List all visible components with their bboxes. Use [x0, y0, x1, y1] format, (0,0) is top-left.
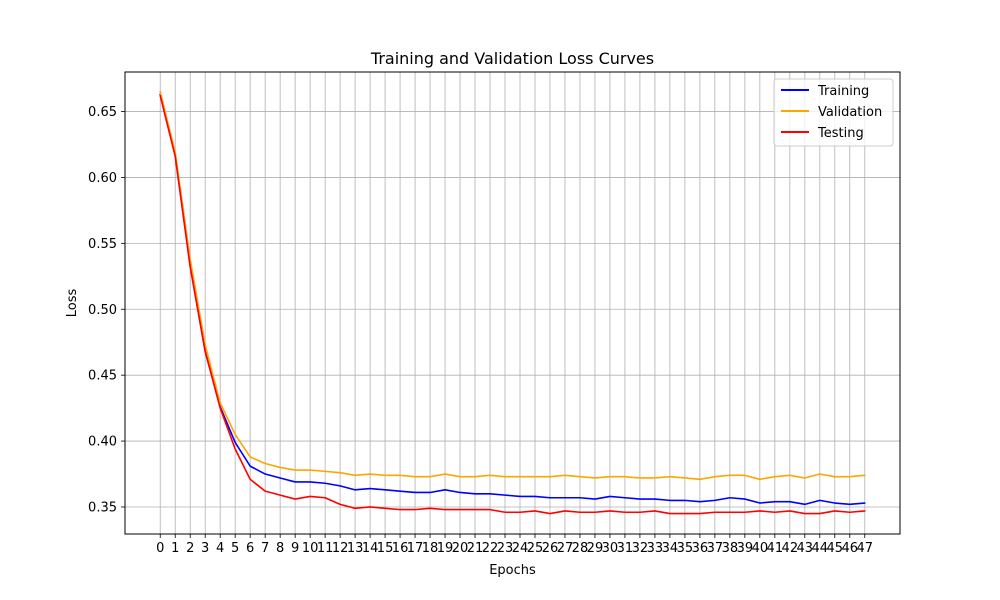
x-tick-label: 5	[231, 541, 239, 556]
x-tick-label: 23	[497, 541, 514, 556]
series-line-testing	[159, 94, 866, 515]
legend-label-validation: Validation	[818, 105, 882, 120]
x-tick-label: 0	[156, 541, 164, 556]
x-tick-label: 1	[171, 541, 179, 556]
x-tick-label: 9	[291, 541, 299, 556]
x-tick-label: 47	[856, 541, 873, 556]
y-tick-label: 0.40	[88, 435, 117, 450]
x-tick-label: 13	[347, 541, 364, 556]
x-tick-label: 30	[602, 541, 619, 556]
x-tick-label: 28	[572, 541, 589, 556]
x-tick-label: 16	[392, 541, 409, 556]
grid	[125, 72, 900, 534]
legend-label-training: Training	[817, 84, 869, 99]
x-tick-label: 42	[782, 541, 799, 556]
x-tick-label: 39	[737, 541, 754, 556]
y-tick-label: 0.55	[88, 237, 117, 252]
y-tick-label: 0.60	[88, 171, 117, 186]
x-tick-label: 44	[812, 541, 829, 556]
y-axis-label: Loss	[65, 289, 80, 318]
x-tick-label: 31	[617, 541, 634, 556]
x-tick-label: 17	[407, 541, 424, 556]
x-tick-label: 14	[362, 541, 379, 556]
x-tick-label: 37	[707, 541, 724, 556]
x-tick-label: 21	[467, 541, 484, 556]
x-tick-label: 20	[452, 541, 469, 556]
x-axis-ticks: 0 1 2 3 4 5 6 7 8 9 101112131415161718192021222324…	[156, 534, 873, 556]
y-tick-label: 0.45	[88, 369, 117, 384]
x-tick-label: 24	[512, 541, 529, 556]
x-tick-label: 12	[332, 541, 349, 556]
x-tick-label: 34	[662, 541, 679, 556]
x-tick-label: 40	[752, 541, 769, 556]
x-tick-label: 10	[302, 541, 319, 556]
x-tick-label: 33	[647, 541, 664, 556]
x-tick-label: 45	[827, 541, 844, 556]
x-tick-label: 32	[632, 541, 649, 556]
x-tick-label: 26	[542, 541, 559, 556]
x-tick-label: 19	[437, 541, 454, 556]
x-tick-label: 15	[377, 541, 394, 556]
legend: Training Validation Testing	[773, 78, 894, 147]
y-axis-ticks: 0.35 0.40 0.45 0.50 0.55 0.60 0.65	[88, 105, 125, 515]
x-tick-label: 43	[797, 541, 814, 556]
y-tick-label: 0.50	[88, 303, 117, 318]
series-line-training	[159, 93, 866, 506]
x-tick-label: 25	[527, 541, 544, 556]
legend-label-testing: Testing	[817, 126, 864, 141]
x-tick-label: 27	[557, 541, 574, 556]
x-tick-label: 35	[677, 541, 694, 556]
x-tick-label: 41	[767, 541, 784, 556]
x-tick-label: 6	[246, 541, 254, 556]
x-tick-label: 46	[842, 541, 859, 556]
y-tick-label: 0.35	[88, 500, 117, 515]
series-lines	[159, 90, 866, 515]
x-tick-label: 38	[722, 541, 739, 556]
x-tick-label: 22	[482, 541, 499, 556]
x-tick-label: 7	[261, 541, 269, 556]
chart-title: Training and Validation Loss Curves	[370, 49, 654, 68]
plot-frame	[124, 71, 901, 535]
series-line-validation	[159, 90, 866, 481]
x-tick-label: 4	[216, 541, 224, 556]
x-tick-label: 8	[276, 541, 284, 556]
y-tick-label: 0.65	[88, 105, 117, 120]
x-tick-label: 18	[422, 541, 439, 556]
x-tick-label: 2	[186, 541, 194, 556]
x-tick-label: 36	[692, 541, 709, 556]
x-tick-label: 29	[587, 541, 604, 556]
legend-box	[773, 78, 894, 147]
x-tick-label: 11	[317, 541, 334, 556]
x-tick-label: 3	[201, 541, 209, 556]
x-axis-label: Epochs	[489, 563, 536, 578]
